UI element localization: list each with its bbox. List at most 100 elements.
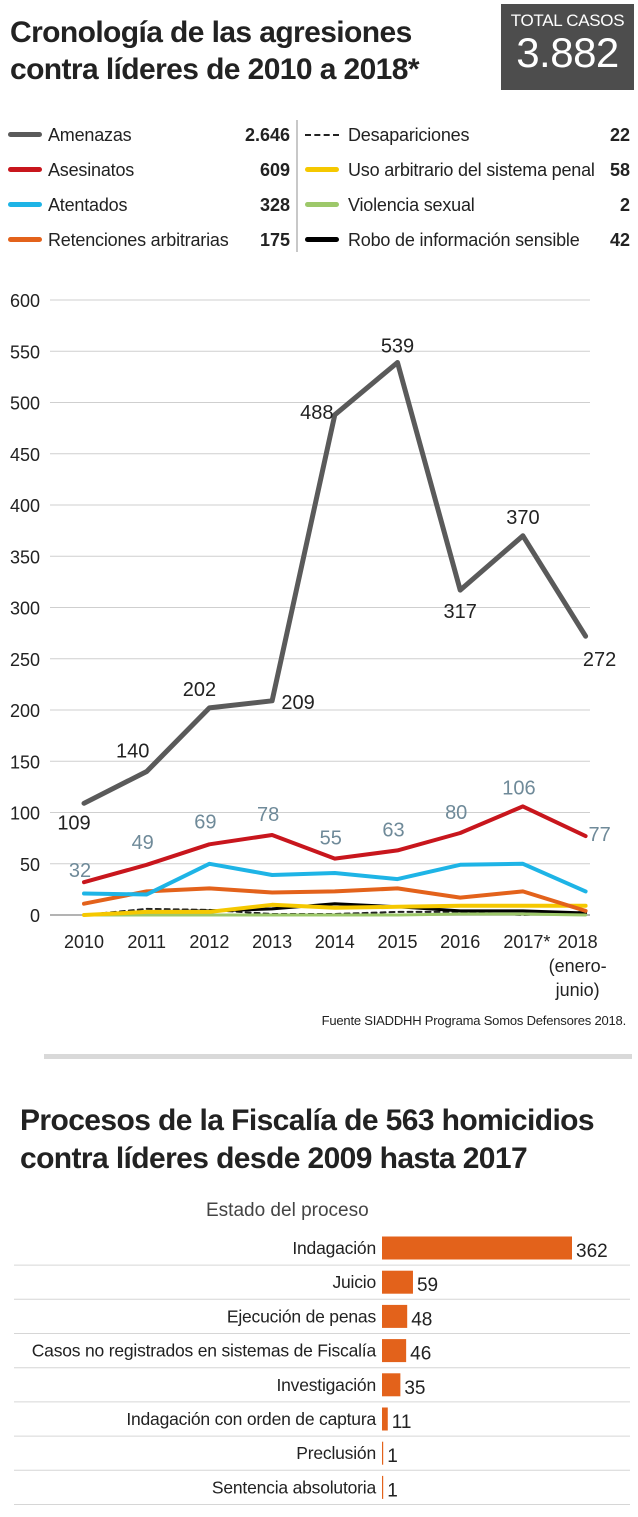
data-label: 539: [381, 336, 414, 358]
data-label: 106: [502, 777, 535, 799]
legend-value: 22: [609, 125, 630, 145]
y-tick-label: 450: [10, 445, 40, 465]
data-label: 80: [445, 802, 467, 824]
bar-sentencia-absolutoria: [382, 1475, 384, 1499]
y-tick-label: 150: [10, 752, 40, 772]
bar-category-label: Investigación: [276, 1375, 376, 1395]
legend-swatch: [305, 237, 339, 242]
y-tick-label: 250: [10, 650, 40, 670]
series-line-asesinatos: [82, 804, 588, 885]
bar-category-label: Casos no registrados en sistemas de Fisc…: [32, 1341, 377, 1361]
legend-swatch: [8, 237, 42, 242]
series-line-uso-arbitrario-del-sistema-penal: [82, 902, 588, 917]
x-tick-label: 2016: [440, 932, 480, 952]
bar-category-label: Ejecución de penas: [227, 1306, 377, 1326]
x-tick-label: 2018 (enero-junio): [549, 932, 607, 1000]
bar-casos-no-registrados-en-sistemas-de-fiscalia: [382, 1339, 407, 1363]
bar-investigacion: [382, 1373, 401, 1397]
bar-chart-title: Procesos de la Fiscalía de 563 homicidio…: [20, 1104, 595, 1175]
data-labels-asesinatos: 32 49 69 78 55 63 80 106 77: [69, 777, 611, 882]
bar-value-label: 1: [387, 1446, 398, 1467]
data-labels-amenazas: 109 140 202 209 488 539 317 370 272: [57, 336, 616, 835]
x-tick-label: 2011: [127, 932, 166, 952]
bar-juicio: [382, 1270, 413, 1294]
legend-swatch: [8, 202, 42, 207]
bar-value-label: 46: [410, 1344, 431, 1365]
data-label: 32: [69, 860, 91, 882]
y-tick-label: 500: [10, 394, 40, 414]
x-tick-label: 2010: [64, 932, 104, 952]
x-tick-label: 2012: [189, 932, 229, 952]
legend-label: Violencia sexual: [348, 195, 475, 215]
legend-label: Uso arbitrario del sistema penal: [348, 160, 595, 180]
y-tick-label: 50: [20, 855, 40, 875]
total-cases-label: TOTAL CASOS: [510, 11, 625, 30]
aggressions-line-chart: 0 50 100 150 200 250 300 350 400 450 500 550 600 2010…: [10, 291, 616, 1000]
bar-preclusion: [382, 1441, 384, 1465]
legend-item-robo-de-informacion-sensible: Robo de información sensible 42: [0, 223, 638, 257]
legend-item-desapariciones: Desapariciones 22: [0, 118, 638, 152]
bar-ejecucion-de-penas: [382, 1304, 408, 1328]
y-tick-label: 550: [10, 342, 40, 362]
legend-value: 175: [259, 230, 290, 250]
x-tick-label: 2014: [315, 932, 355, 952]
bar-indagacion: [382, 1236, 572, 1260]
total-cases-value: 3.882: [516, 29, 619, 76]
x-tick-label: 2017*: [503, 932, 550, 952]
bar-category-label: Preclusión: [296, 1443, 376, 1463]
legend-label: Robo de información sensible: [348, 230, 580, 250]
bar-category-label: Indagación: [292, 1238, 376, 1258]
y-tick-label: 0: [30, 906, 40, 926]
processes-bar-chart: Indagación 362 Juicio 59 Ejecución de penas 4…: [14, 1236, 630, 1505]
legend-label: Asesinatos: [48, 160, 135, 180]
y-tick-label: 400: [10, 496, 40, 516]
legend-item-uso-arbitrario-del-sistema-penal: Uso arbitrario del sistema penal 58: [0, 153, 638, 187]
source-note: Fuente SIADDHH Programa Somos Defensores…: [321, 1013, 627, 1028]
legend-swatch: [305, 134, 339, 136]
section-divider: [44, 1054, 632, 1059]
legend-label: Desapariciones: [348, 125, 470, 145]
legend-item-asesinatos: Asesinatos 609: [0, 153, 638, 187]
legend-label: Atentados: [48, 195, 128, 215]
x-tick-label: 2013: [252, 932, 292, 952]
data-label: 488: [300, 402, 333, 424]
legend-swatch: [8, 132, 42, 137]
total-cases-box: TOTAL CASOS 3.882: [501, 4, 634, 90]
bar-value-label: 48: [411, 1309, 432, 1330]
legend-value: 2.646: [244, 125, 290, 145]
data-label: 370: [506, 507, 539, 529]
legend-item-amenazas: Amenazas 2.646: [0, 118, 638, 152]
chart-title: Cronología de las agresiones contra líde…: [10, 16, 420, 86]
legend-value: 2: [619, 195, 630, 215]
legend-value: 42: [609, 230, 630, 250]
series-line-amenazas: [81, 360, 589, 806]
bar-rows: Indagación 362 Juicio 59 Ejecución de penas 4…: [14, 1236, 630, 1505]
bar-chart-axis-caption: Estado del proceso: [206, 1200, 369, 1221]
legend-swatch: [8, 167, 42, 172]
bar-indagacion-con-orden-de-captura: [382, 1407, 388, 1431]
y-tick-label: 100: [10, 804, 40, 824]
data-label: 202: [183, 679, 216, 701]
data-label: 109: [57, 812, 90, 834]
bar-value-label: 362: [576, 1241, 608, 1262]
data-label: 69: [194, 811, 216, 833]
series-line-atentados: [82, 861, 588, 897]
legend-divider: [296, 120, 298, 252]
legend-item-violencia-sexual: Violencia sexual 2: [0, 188, 638, 222]
y-tick-label: 600: [10, 291, 40, 311]
legend-value: 58: [609, 160, 630, 180]
y-tick-label: 200: [10, 701, 40, 721]
data-label: 140: [116, 741, 149, 763]
data-label: 209: [281, 692, 314, 714]
y-tick-label: 350: [10, 547, 40, 567]
series-line-retenciones-arbitrarias: [82, 886, 588, 913]
legend-item-atentados: Atentados 328: [0, 188, 638, 222]
bar-value-label: 11: [392, 1412, 412, 1433]
y-gridlines: 0 50 100 150 200 250 300 350 400 450 500 550 600: [10, 291, 590, 926]
data-label: 55: [320, 828, 342, 850]
bar-category-label: Indagación con orden de captura: [126, 1409, 376, 1429]
x-axis-labels: 2010 2011 2012 2013 2014 2015 2016 2017* 2018 (en…: [64, 932, 607, 1000]
data-label: 78: [257, 804, 279, 826]
x-tick-label: 2015: [377, 932, 417, 952]
bar-category-label: Juicio: [332, 1272, 376, 1292]
